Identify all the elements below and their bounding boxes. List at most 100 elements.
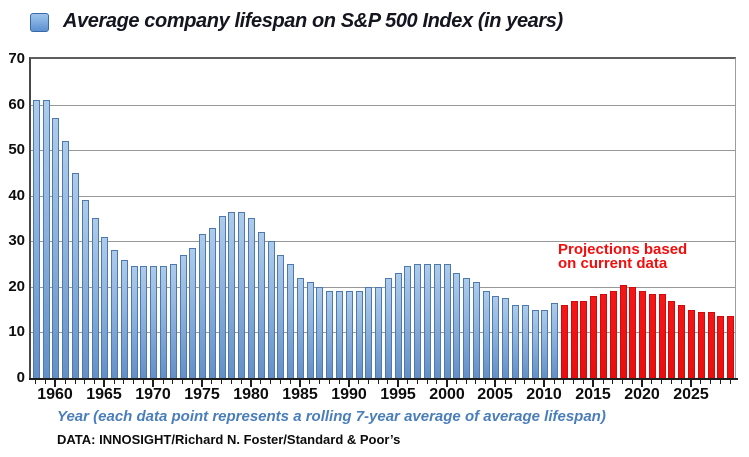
minor-tick-2006 [505, 380, 506, 384]
bar-2001 [453, 273, 460, 378]
y-tick-label-10: 10 [8, 323, 25, 340]
bar-2026 [698, 312, 705, 378]
x-tick-label-2025: 2025 [673, 386, 709, 403]
minor-tick-2014 [583, 380, 584, 384]
bar-2027 [708, 312, 715, 378]
y-tick-label-50: 50 [8, 141, 25, 158]
minor-tick-2022 [661, 380, 662, 384]
gridline-50 [31, 150, 735, 151]
minor-tick-1961 [65, 380, 66, 384]
x-tick-label-1970: 1970 [135, 386, 171, 403]
x-tick-label-2005: 2005 [477, 386, 513, 403]
bar-2014 [580, 301, 587, 378]
minor-tick-1993 [378, 380, 379, 384]
legend-swatch-icon [30, 13, 49, 32]
bar-1981 [258, 232, 265, 378]
major-tick-1965 [103, 380, 105, 387]
minor-tick-2013 [573, 380, 574, 384]
minor-tick-1997 [417, 380, 418, 384]
bar-2012 [561, 305, 568, 378]
minor-tick-1962 [75, 380, 76, 384]
minor-tick-1983 [280, 380, 281, 384]
y-tick-label-30: 30 [8, 232, 25, 249]
bar-2000 [444, 264, 451, 378]
bar-1968 [131, 266, 138, 378]
x-tick-label-1975: 1975 [184, 386, 220, 403]
bar-1973 [180, 255, 187, 378]
minor-tick-2012 [563, 380, 564, 384]
bar-1999 [434, 264, 441, 378]
bar-1982 [268, 241, 275, 378]
bar-2002 [463, 278, 470, 378]
minor-tick-1979 [241, 380, 242, 384]
minor-tick-1998 [427, 380, 428, 384]
bar-1983 [277, 255, 284, 378]
minor-tick-1996 [407, 380, 408, 384]
plot-area: Projections based on current data [29, 57, 736, 378]
x-axis: 1960 1965 1970 1975 1980 1985 1990 1995 2000 2005… [29, 380, 741, 406]
bar-1979 [238, 212, 245, 378]
minor-tick-2001 [456, 380, 457, 384]
major-tick-1985 [299, 380, 301, 387]
minor-tick-2028 [720, 380, 721, 384]
minor-tick-2019 [632, 380, 633, 384]
minor-tick-2007 [515, 380, 516, 384]
minor-tick-1963 [84, 380, 85, 384]
major-tick-1960 [54, 380, 56, 387]
minor-tick-2024 [681, 380, 682, 384]
major-tick-2000 [446, 380, 448, 387]
major-tick-2015 [592, 380, 594, 387]
bar-1977 [219, 216, 226, 378]
projection-annotation-line2: on current data [558, 255, 668, 272]
minor-tick-2016 [603, 380, 604, 384]
x-tick-label-1960: 1960 [37, 386, 73, 403]
major-tick-2025 [690, 380, 692, 387]
bar-1980 [248, 218, 255, 378]
gridline-20 [31, 287, 735, 288]
major-tick-2010 [543, 380, 545, 387]
y-tick-label-60: 60 [8, 96, 25, 113]
bar-1974 [189, 248, 196, 378]
source-credit: DATA: INNOSIGHT/Richard N. Foster/Standa… [57, 432, 401, 447]
minor-tick-1967 [123, 380, 124, 384]
bar-1990 [346, 291, 353, 378]
minor-tick-2002 [466, 380, 467, 384]
minor-tick-1969 [143, 380, 144, 384]
y-axis-labels: 0 10 20 30 40 50 60 70 [0, 50, 25, 386]
major-tick-1995 [397, 380, 399, 387]
bar-2013 [571, 301, 578, 378]
minor-tick-1999 [436, 380, 437, 384]
bar-2022 [659, 294, 666, 378]
bar-1963 [82, 200, 89, 378]
major-tick-2020 [641, 380, 643, 387]
bar-2019 [629, 287, 636, 378]
major-tick-1980 [250, 380, 252, 387]
bar-1959 [43, 100, 50, 378]
bar-1978 [228, 212, 235, 378]
y-tick-label-20: 20 [8, 278, 25, 295]
bar-1972 [170, 264, 177, 378]
y-tick-label-0: 0 [16, 369, 25, 386]
minor-tick-1992 [368, 380, 369, 384]
bar-2025 [688, 310, 695, 378]
bar-1984 [287, 264, 294, 378]
minor-tick-1958 [35, 380, 36, 384]
y-tick-label-70: 70 [8, 50, 25, 67]
bar-1987 [316, 287, 323, 378]
bar-1989 [336, 291, 343, 378]
x-tick-label-1980: 1980 [233, 386, 269, 403]
gridline-10 [31, 332, 735, 333]
bar-1975 [199, 234, 206, 378]
minor-tick-2029 [730, 380, 731, 384]
minor-tick-1994 [387, 380, 388, 384]
minor-tick-1982 [270, 380, 271, 384]
bar-1962 [72, 173, 79, 378]
bar-1970 [150, 266, 157, 378]
bar-1993 [375, 287, 382, 378]
x-axis-title: Year (each data point represents a rolli… [57, 408, 606, 425]
bar-1969 [140, 266, 147, 378]
bar-1996 [404, 266, 411, 378]
bar-1966 [111, 250, 118, 378]
minor-tick-1973 [182, 380, 183, 384]
